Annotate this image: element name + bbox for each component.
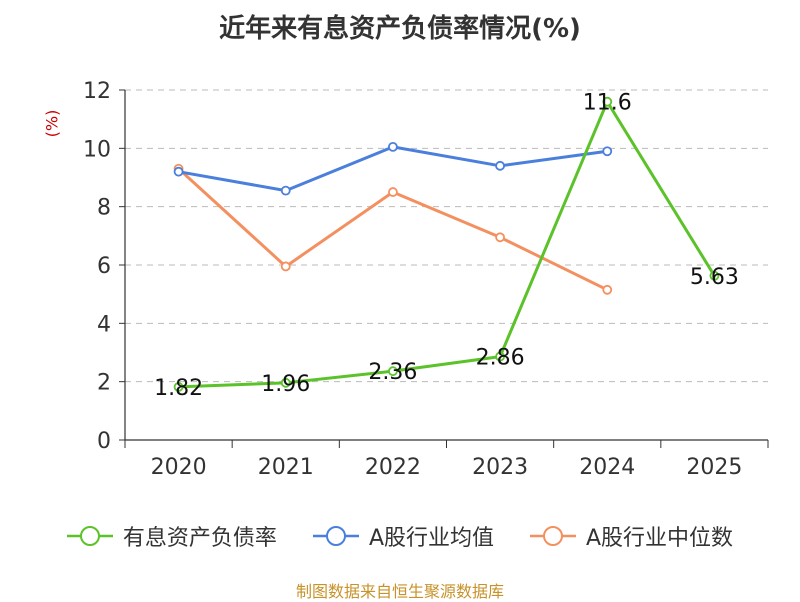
legend-label: A股行业均值 [368, 526, 494, 551]
legend-label: 有息资产负债率 [122, 526, 277, 551]
legend-marker-icon [66, 526, 113, 546]
data-point [495, 351, 505, 362]
data-point [709, 270, 720, 281]
data-point [388, 366, 398, 377]
data-point [173, 166, 184, 177]
x-tick-label: 2020 [151, 455, 207, 480]
x-tick-label: 2021 [258, 455, 314, 480]
data-point [495, 160, 505, 171]
source-note: 制图数据来自恒生聚源数据库 [295, 582, 504, 601]
legend-item-2[interactable]: A股行业中位数 [530, 520, 733, 552]
y-tick-label: 6 [97, 254, 111, 279]
data-point [388, 187, 398, 197]
y-tick-label: 8 [97, 196, 111, 221]
data-point [280, 185, 291, 196]
chart-title: 近年来有息资产负债率情况(%) [219, 14, 581, 44]
data-label: 2.86 [476, 346, 525, 371]
data-label: 1.82 [154, 376, 203, 401]
data-point [280, 261, 291, 272]
axes: 0 2 4 6 8 10 12 2020 2021 2022 2023 2024 2025 [83, 79, 769, 480]
x-tick-label: 2024 [579, 455, 635, 480]
data-point [388, 141, 398, 152]
x-tick-label: 2025 [686, 455, 742, 480]
x-tick-label: 2022 [365, 455, 421, 480]
legend-label: A股行业中位数 [586, 526, 734, 551]
legend: 有息资产负债率 A股行业均值 A股行业中位数 [0, 520, 800, 552]
series-line-0 [178, 100, 716, 389]
legend-item-1[interactable]: A股行业均值 [312, 520, 494, 552]
data-point [602, 146, 613, 157]
series-lines [173, 96, 720, 392]
series-line-1 [178, 145, 608, 193]
data-point [602, 284, 613, 295]
legend-marker-icon [530, 526, 576, 546]
data-labels: 1.82 1.96 2.36 2.86 11.6 5.63 [154, 91, 739, 401]
data-point [495, 232, 505, 243]
data-label: 5.63 [690, 265, 739, 290]
y-tick-label: 12 [83, 79, 111, 104]
data-point [173, 382, 184, 392]
data-point [280, 377, 291, 388]
y-tick-label: 2 [97, 371, 111, 396]
data-label: 11.6 [583, 91, 632, 116]
data-label: 1.96 [261, 372, 310, 397]
y-tick-label: 10 [83, 137, 111, 162]
grid-lines [125, 89, 768, 383]
legend-item-0[interactable]: 有息资产负债率 [66, 520, 277, 552]
y-tick-label: 0 [97, 429, 111, 454]
data-label: 2.36 [368, 360, 417, 385]
x-tick-label: 2023 [472, 455, 528, 480]
data-point [602, 96, 613, 107]
y-tick-label: 4 [97, 312, 111, 337]
legend-marker-icon [312, 526, 359, 546]
series-line-2 [177, 167, 608, 292]
